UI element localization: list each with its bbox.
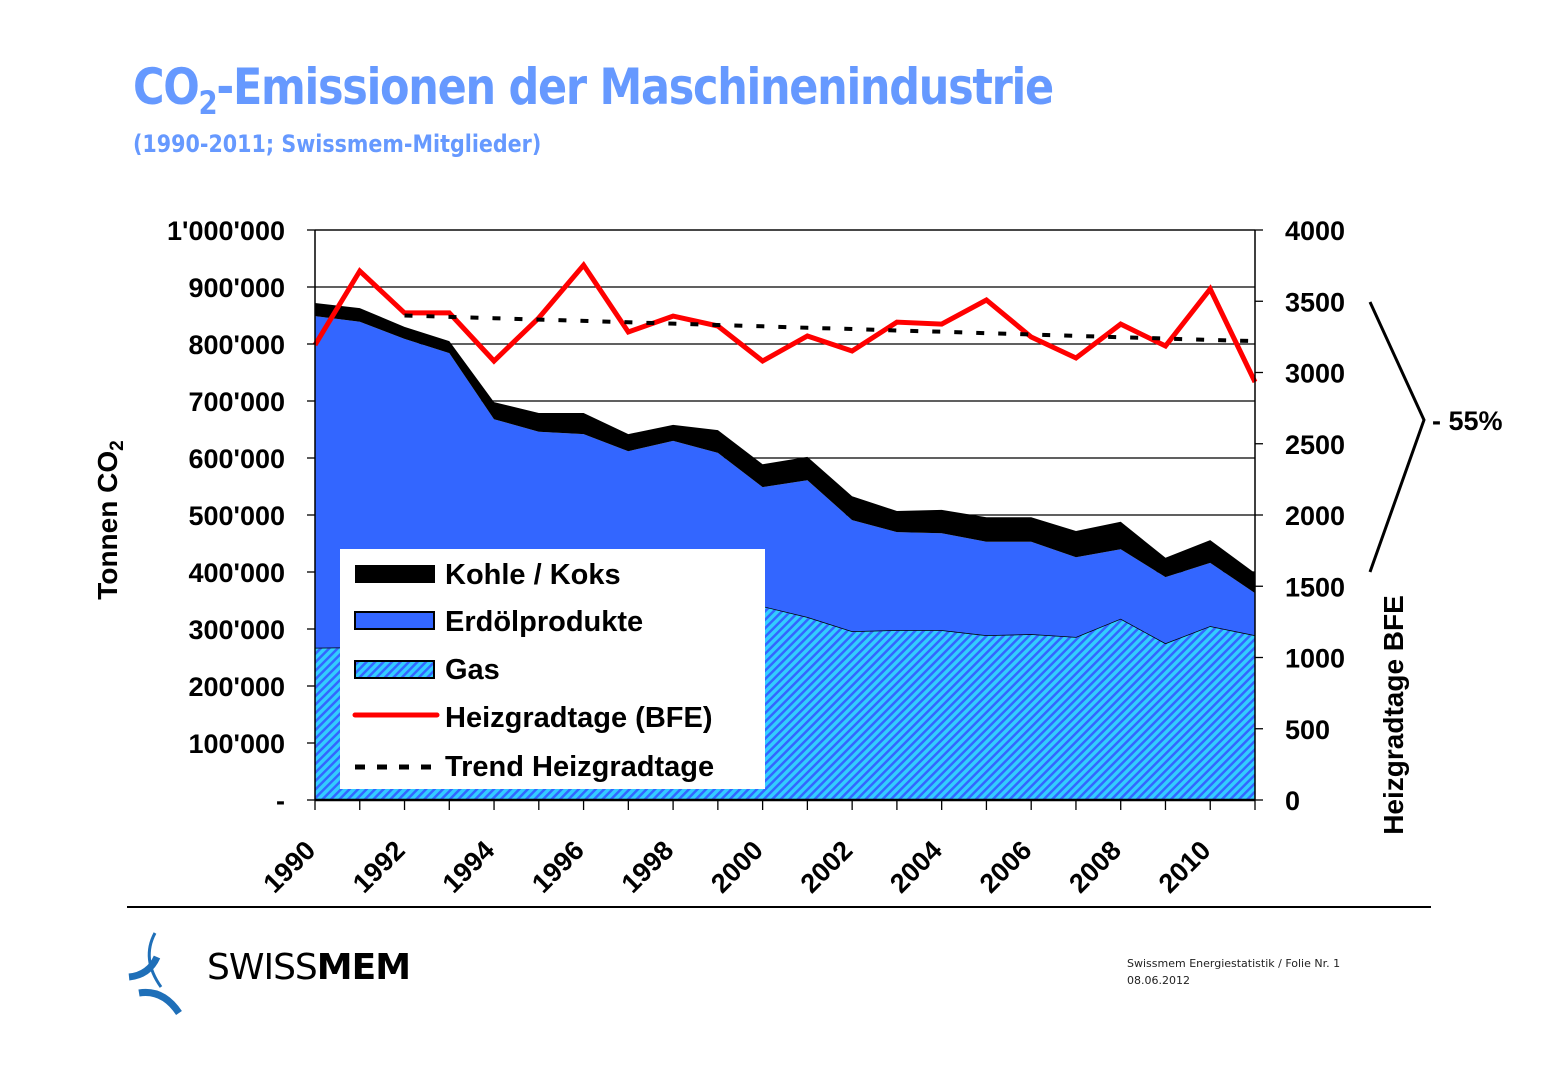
y-axis-ticks: - 100'000 200'000 300'000 400'000 500'000 600'… (167, 216, 315, 816)
y-tick-label: - (276, 786, 285, 816)
title-text: CO (133, 58, 200, 116)
y-tick-label: 700'000 (188, 387, 285, 417)
y-tick-label: 500'000 (188, 501, 285, 531)
y2-tick-label: 2000 (1285, 501, 1345, 531)
reduction-label: - 55% (1432, 406, 1503, 436)
y-tick-label: 400'000 (188, 558, 285, 588)
x-tick-label: 2008 (1063, 835, 1127, 899)
logo-mark-icon (128, 932, 182, 1016)
slide-footer: Swissmem Energiestatistik / Folie Nr. 1 … (1127, 955, 1340, 989)
y2-tick-label: 2500 (1285, 430, 1345, 460)
slide-title: CO2-Emissionen der Maschinenindustrie (133, 58, 1054, 122)
y-tick-label: 900'000 (188, 273, 285, 303)
lines (312, 260, 1258, 384)
y2-tick-label: 1000 (1285, 644, 1345, 674)
y2-tick-label: 3500 (1285, 287, 1345, 317)
logo-wordmark: SWISSMEM (207, 947, 411, 988)
reduction-annotation: - 55% (1368, 301, 1503, 573)
x-tick-label: 1998 (616, 835, 680, 899)
x-tick-label: 2004 (884, 835, 948, 899)
footer-date: 08.06.2012 (1127, 974, 1190, 987)
y2-axis-ticks: 0 500 1000 1500 2000 2500 3000 3500 4000 (1255, 216, 1345, 816)
y-axis-title: Tonnen CO2 (92, 440, 128, 599)
y2-tick-label: 500 (1285, 715, 1330, 745)
legend-label-trend: Trend Heizgradtage (445, 751, 714, 783)
x-tick-label: 2010 (1153, 835, 1217, 899)
x-tick-label: 1994 (437, 835, 501, 899)
title-text-rest: -Emissionen der Maschinenindustrie (216, 58, 1054, 116)
y-tick-label: 200'000 (188, 672, 285, 702)
title-subscript: 2 (198, 84, 218, 122)
y2-tick-label: 0 (1285, 786, 1300, 816)
legend-label-kohle: Kohle / Koks (445, 559, 621, 591)
line-trend-heizgradtage (404, 313, 1256, 344)
y-tick-label: 300'000 (188, 615, 285, 645)
y2-tick-label: 4000 (1285, 216, 1345, 246)
y-tick-label: 1'000'000 (167, 216, 285, 246)
area-kohle-koks (315, 303, 1255, 594)
legend: Kohle / Koks Erdölprodukte Gas Heizgradt… (340, 549, 765, 789)
legend-swatch-kohle (355, 565, 435, 583)
y2-axis-title: Heizgradtage BFE (1378, 595, 1409, 835)
x-tick-label: 1996 (526, 835, 590, 899)
y-tick-label: 100'000 (188, 729, 285, 759)
x-tick-label: 2006 (974, 835, 1038, 899)
footer-source: Swissmem Energiestatistik / Folie Nr. 1 (1127, 957, 1341, 970)
slide-subtitle: (1990-2011; Swissmem-Mitglieder) (133, 130, 542, 158)
x-tick-label: 2002 (795, 835, 859, 899)
reduction-bracket (1368, 301, 1426, 573)
y2-tick-label: 3000 (1285, 359, 1345, 389)
legend-label-gas: Gas (445, 654, 500, 686)
y-tick-label: 600'000 (188, 444, 285, 474)
legend-label-heizgradtage: Heizgradtage (BFE) (445, 702, 712, 734)
x-tick-label: 1992 (347, 835, 411, 899)
x-tick-label: 2000 (705, 835, 769, 899)
legend-swatch-erdoel (354, 611, 435, 630)
legend-swatch-gas (354, 660, 435, 679)
y-tick-label: 800'000 (188, 330, 285, 360)
x-axis-ticks: 1990 1992 1994 1996 1998 2000 2002 2004 2006 2008… (258, 800, 1256, 899)
legend-label-erdoel: Erdölprodukte (445, 606, 643, 638)
swissmem-logo: SWISSMEM (127, 925, 427, 1020)
line-heizgradtage (312, 260, 1258, 384)
footer-divider (127, 906, 1431, 908)
x-tick-label: 1990 (258, 835, 322, 899)
y2-tick-label: 1500 (1285, 572, 1345, 602)
